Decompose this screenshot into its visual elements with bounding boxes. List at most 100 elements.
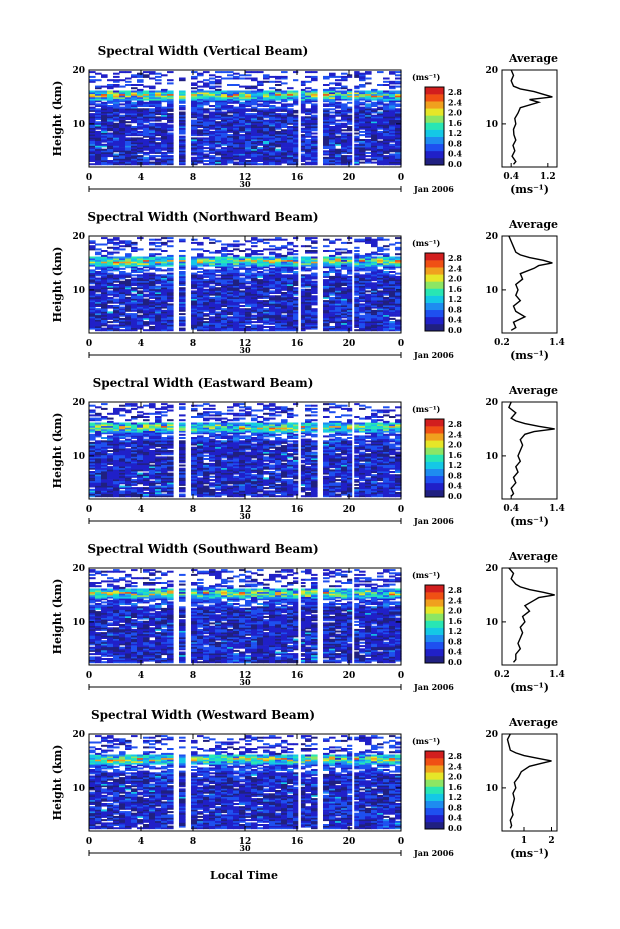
- heatmap-cell: [197, 322, 204, 325]
- heatmap-cell: [167, 140, 174, 143]
- heatmap-cell: [263, 148, 270, 151]
- heatmap-cell: [365, 72, 372, 75]
- heatmap-cell: [209, 108, 216, 111]
- heatmap-cell: [275, 139, 282, 141]
- heatmap-cell: [101, 143, 108, 146]
- heatmap-cell: [107, 490, 114, 493]
- heatmap-cell: [167, 95, 174, 98]
- heatmap-cell: [149, 238, 156, 241]
- heatmap-cell: [155, 111, 162, 114]
- heatmap-cell: [383, 306, 390, 309]
- heatmap-cell: [323, 100, 330, 103]
- heatmap-cell: [227, 306, 234, 309]
- heatmap-cell: [359, 142, 366, 145]
- heatmap-cell: [191, 262, 198, 265]
- heatmap-cell: [203, 124, 210, 127]
- heatmap-cell: [311, 95, 318, 98]
- heatmap-cell: [275, 308, 282, 311]
- heatmap-cell: [119, 309, 126, 312]
- heatmap-cell: [323, 160, 330, 162]
- heatmap-cell: [239, 134, 246, 137]
- heatmap-cell: [119, 100, 126, 103]
- heatmap-cell: [119, 155, 126, 158]
- heatmap-cell: [239, 145, 246, 148]
- heatmap-cell: [125, 272, 132, 275]
- heatmap-cell: [101, 317, 108, 320]
- heatmap-cell: [149, 124, 156, 127]
- heatmap-cell: [167, 264, 174, 267]
- heatmap-cell: [293, 284, 300, 286]
- heatmap-cell: [119, 324, 126, 327]
- heatmap-cell: [209, 271, 216, 273]
- heatmap-cell: [215, 88, 222, 91]
- heatmap-cell: [197, 258, 204, 261]
- heatmap-cell: [323, 262, 330, 265]
- heatmap-cell: [209, 118, 216, 120]
- heatmap-cell: [341, 321, 348, 324]
- heatmap-cell: [149, 259, 156, 262]
- heatmap-cell: [257, 103, 264, 106]
- heatmap-cell: [233, 287, 240, 290]
- heatmap-cell: [95, 314, 102, 317]
- heatmap-cell: [143, 285, 150, 288]
- heatmap-cell: [125, 305, 132, 307]
- heatmap-cell: [377, 127, 384, 130]
- heatmap-cell: [389, 155, 396, 158]
- heatmap-cell: [251, 300, 258, 303]
- heatmap-cell: [203, 250, 210, 252]
- heatmap-cell: [143, 322, 150, 325]
- heatmap-cell: [359, 151, 366, 154]
- heatmap-cell: [221, 135, 228, 138]
- heatmap-cell: [125, 308, 132, 311]
- heatmap-cell: [389, 317, 396, 320]
- heatmap-cell: [299, 148, 306, 151]
- heatmap-cell: [359, 296, 366, 299]
- heatmap-cell: [389, 90, 396, 93]
- heatmap-cell: [233, 282, 240, 285]
- data-gap: [352, 236, 355, 333]
- heatmap-cell: [239, 111, 246, 114]
- heatmap-cell: [305, 316, 312, 319]
- heatmap-cell: [209, 321, 216, 324]
- heatmap-cell: [203, 284, 210, 286]
- heatmap-cell: [107, 251, 114, 254]
- heatmap-cell: [311, 311, 318, 314]
- heatmap-cell: [227, 148, 234, 151]
- heatmap-cell: [389, 137, 396, 140]
- heatmap-cell: [323, 143, 330, 146]
- heatmap-cell: [269, 111, 276, 114]
- heatmap-cell: [329, 296, 336, 299]
- heatmap-cell: [371, 245, 378, 248]
- heatmap-cell: [113, 487, 120, 490]
- heatmap-cell: [149, 266, 156, 269]
- heatmap-cell: [119, 259, 126, 262]
- heatmap-cell: [137, 143, 144, 146]
- heatmap-cells: [89, 71, 402, 166]
- heatmap-cell: [113, 493, 120, 496]
- heatmap-cell: [125, 471, 132, 473]
- heatmap-cell: [161, 237, 168, 240]
- heatmap-cell: [149, 77, 156, 80]
- heatmap-cell: [107, 100, 114, 103]
- heatmap-cell: [113, 246, 120, 249]
- heatmap-cell: [305, 151, 312, 154]
- heatmap-cell: [167, 316, 174, 319]
- heatmap-cell: [161, 280, 168, 283]
- heatmap-cell: [281, 293, 288, 296]
- heatmap-cell: [137, 261, 144, 264]
- heatmap-cell: [239, 140, 246, 143]
- heatmap-cell: [113, 93, 120, 96]
- heatmap-cell: [179, 313, 186, 316]
- heatmap-cell: [197, 282, 204, 285]
- heatmap-cell: [113, 477, 120, 480]
- heatmap-cell: [341, 290, 348, 293]
- heatmap-cell: [389, 326, 396, 328]
- heatmap-cell: [119, 314, 126, 317]
- heatmap-cell: [221, 95, 228, 98]
- heatmap-cell: [125, 469, 132, 472]
- heatmap-cell: [149, 290, 156, 293]
- heatmap-cell: [269, 256, 276, 259]
- heatmap-cell: [329, 101, 336, 104]
- heatmap-cell: [89, 258, 96, 261]
- heatmap-cell: [221, 322, 228, 325]
